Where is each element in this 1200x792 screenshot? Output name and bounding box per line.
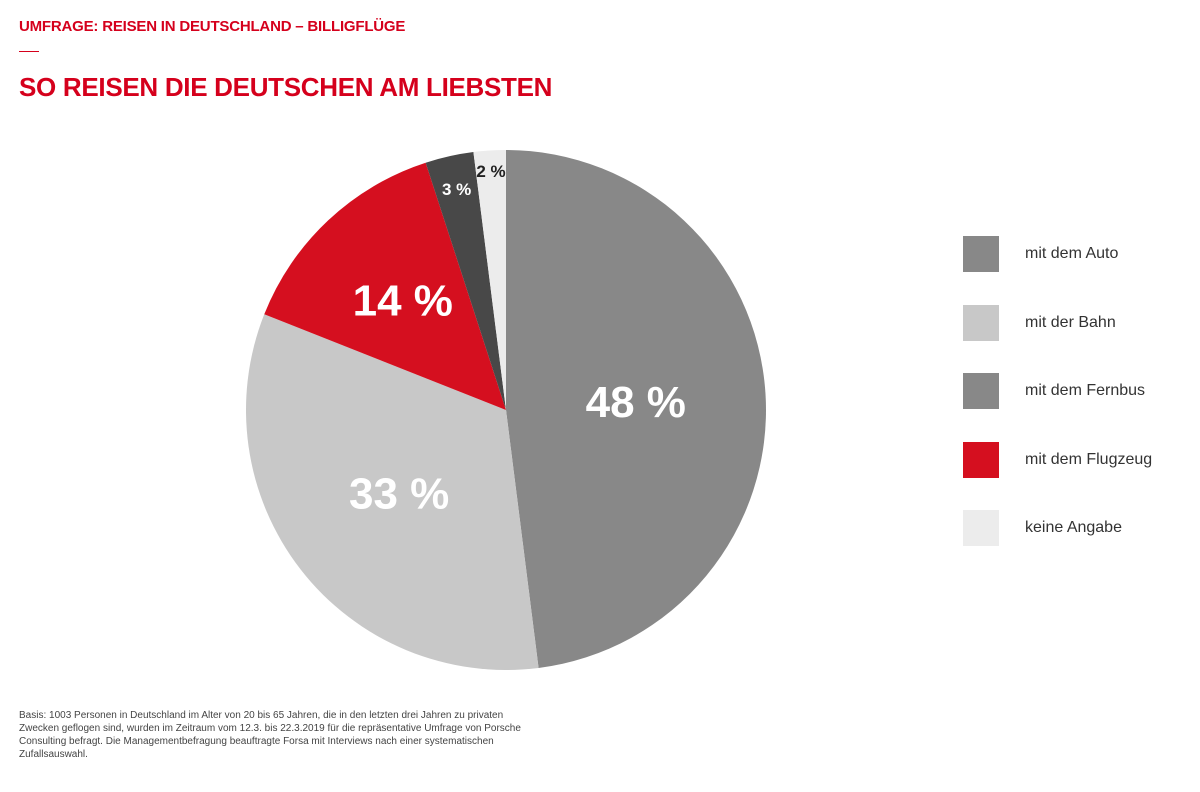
legend-item: mit dem Flugzeug (963, 441, 1153, 478)
pie-slice (425, 152, 506, 410)
legend-item: mit der Bahn (963, 304, 1152, 341)
legend-swatch (963, 304, 999, 341)
pie-slice (506, 150, 767, 668)
legend-item: keine Angabe (963, 510, 1152, 546)
kicker: UMFRAGE: REISEN IN DEUTSCHLAND – BILLIGF… (19, 18, 406, 35)
slice-label: 3 % (442, 180, 471, 199)
legend-label: mit der Bahn (1025, 313, 1116, 331)
pie-slice (245, 314, 539, 670)
divider (19, 51, 39, 52)
legend: mit dem Auto mit der Bahn mit dem Fernbus m… (963, 236, 1152, 579)
chart-title: SO REISEN DIE DEUTSCHEN AM LIEBSTEN (19, 72, 553, 102)
slice-label: 14 % (353, 276, 453, 325)
slice-label: 33 % (349, 469, 449, 518)
legend-label: mit dem Fernbus (1025, 382, 1146, 399)
legend-label: mit dem Auto (1025, 245, 1119, 262)
legend-swatch (963, 236, 999, 272)
legend-swatch (963, 441, 999, 478)
legend-swatch (963, 373, 999, 409)
slice-label: 48 % (586, 378, 686, 427)
legend-label: mit dem Flugzeug (1025, 450, 1153, 468)
footnote: Basis: 1003 Personen in Deutschland im A… (19, 710, 521, 760)
pie-slice (264, 162, 506, 410)
legend-item: mit dem Auto (963, 236, 1152, 272)
legend-label: keine Angabe (1025, 519, 1122, 536)
slice-label: 2 % (476, 162, 505, 181)
pie-slice (473, 150, 506, 410)
legend-swatch (963, 510, 999, 546)
legend-item: mit dem Fernbus (963, 373, 1152, 409)
